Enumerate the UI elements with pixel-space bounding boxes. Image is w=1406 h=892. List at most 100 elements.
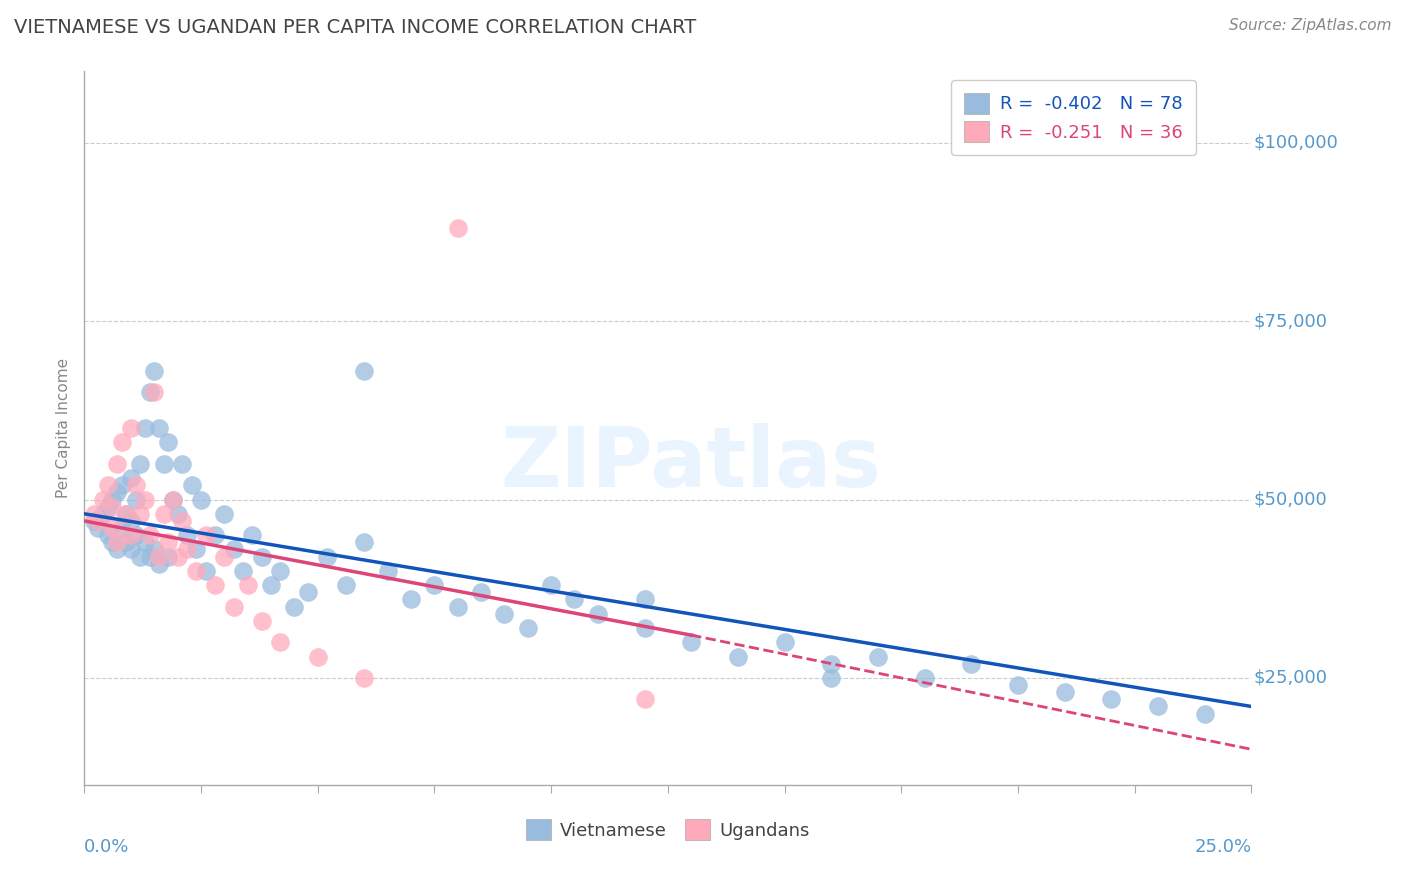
Point: [172, 457, 194, 471]
Point: [1147, 699, 1170, 714]
Text: 0.0%: 0.0%: [84, 838, 129, 855]
Legend: Vietnamese, Ugandans: Vietnamese, Ugandans: [519, 812, 817, 847]
Point: [120, 542, 142, 557]
Point: [960, 657, 983, 671]
Point: [214, 507, 236, 521]
Point: [111, 521, 134, 535]
Point: [148, 557, 170, 571]
Point: [353, 671, 375, 685]
Point: [148, 549, 170, 564]
Point: [194, 564, 217, 578]
Point: [125, 492, 148, 507]
Text: VIETNAMESE VS UGANDAN PER CAPITA INCOME CORRELATION CHART: VIETNAMESE VS UGANDAN PER CAPITA INCOME …: [14, 18, 696, 37]
Text: 25.0%: 25.0%: [1194, 838, 1251, 855]
Point: [633, 621, 655, 635]
Point: [353, 364, 375, 378]
Point: [138, 528, 160, 542]
Point: [166, 549, 188, 564]
Point: [232, 564, 254, 578]
Point: [423, 578, 446, 592]
Text: $75,000: $75,000: [1254, 312, 1327, 330]
Point: [97, 500, 120, 514]
Point: [204, 578, 226, 592]
Point: [242, 528, 264, 542]
Point: [115, 535, 138, 549]
Point: [120, 471, 142, 485]
Point: [176, 528, 198, 542]
Point: [681, 635, 703, 649]
Text: ZIPatlas: ZIPatlas: [501, 424, 882, 504]
Point: [152, 457, 174, 471]
Point: [134, 492, 156, 507]
Point: [111, 478, 134, 492]
Point: [125, 528, 148, 542]
Point: [186, 564, 208, 578]
Point: [260, 578, 283, 592]
Point: [820, 671, 842, 685]
Point: [152, 507, 174, 521]
Text: $50,000: $50,000: [1254, 491, 1327, 508]
Point: [250, 549, 273, 564]
Point: [138, 549, 160, 564]
Point: [727, 649, 749, 664]
Point: [586, 607, 609, 621]
Point: [97, 528, 120, 542]
Point: [447, 221, 470, 235]
Point: [101, 535, 124, 549]
Point: [633, 592, 655, 607]
Point: [1007, 678, 1029, 692]
Point: [307, 649, 329, 664]
Point: [120, 514, 142, 528]
Point: [129, 507, 152, 521]
Point: [87, 514, 110, 528]
Point: [353, 535, 375, 549]
Point: [129, 549, 152, 564]
Point: [148, 421, 170, 435]
Point: [105, 457, 128, 471]
Point: [91, 492, 114, 507]
Point: [494, 607, 516, 621]
Point: [190, 492, 212, 507]
Point: [129, 457, 152, 471]
Point: [101, 500, 124, 514]
Point: [115, 507, 138, 521]
Point: [470, 585, 492, 599]
Point: [250, 614, 273, 628]
Y-axis label: Per Capita Income: Per Capita Income: [56, 358, 72, 499]
Point: [180, 478, 202, 492]
Text: $25,000: $25,000: [1254, 669, 1327, 687]
Point: [138, 385, 160, 400]
Point: [222, 542, 245, 557]
Point: [157, 535, 180, 549]
Point: [157, 435, 180, 450]
Point: [204, 528, 226, 542]
Point: [143, 542, 166, 557]
Text: Source: ZipAtlas.com: Source: ZipAtlas.com: [1229, 18, 1392, 33]
Point: [91, 507, 114, 521]
Point: [186, 542, 208, 557]
Point: [166, 507, 188, 521]
Point: [316, 549, 339, 564]
Point: [143, 385, 166, 400]
Point: [914, 671, 936, 685]
Point: [399, 592, 422, 607]
Point: [105, 485, 128, 500]
Point: [157, 549, 180, 564]
Point: [111, 435, 134, 450]
Point: [820, 657, 842, 671]
Point: [773, 635, 796, 649]
Text: $100,000: $100,000: [1254, 134, 1339, 152]
Point: [105, 542, 128, 557]
Point: [269, 564, 291, 578]
Point: [447, 599, 470, 614]
Point: [297, 585, 319, 599]
Point: [866, 649, 889, 664]
Point: [83, 507, 105, 521]
Point: [194, 528, 217, 542]
Point: [564, 592, 586, 607]
Point: [120, 421, 142, 435]
Point: [633, 692, 655, 706]
Point: [101, 521, 124, 535]
Point: [214, 549, 236, 564]
Point: [236, 578, 259, 592]
